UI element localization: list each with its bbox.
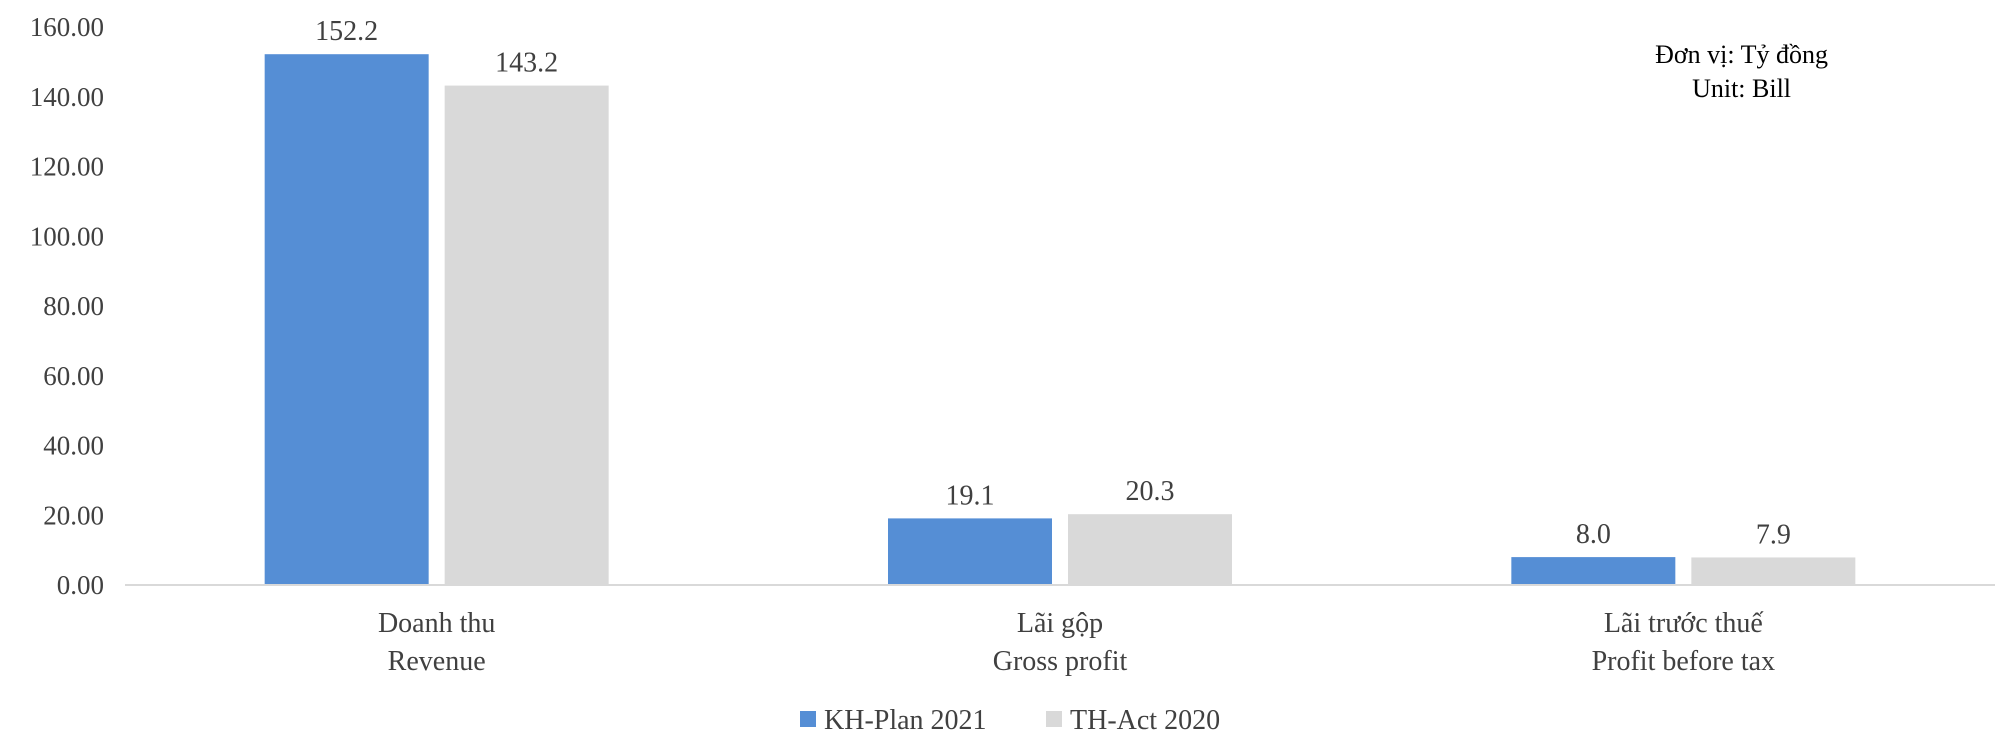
unit-note-line2: Unit: Bill — [1692, 74, 1792, 103]
bars — [264, 54, 1856, 585]
y-axis: 0.00 20.00 40.00 60.00 80.00 100.00 120.00 140.… — [30, 12, 104, 600]
y-tick-label: 160.00 — [30, 12, 104, 42]
data-label: 143.2 — [495, 48, 558, 79]
y-tick-label: 100.00 — [30, 221, 104, 251]
y-tick-label: 60.00 — [43, 361, 104, 391]
data-label: 20.3 — [1126, 476, 1175, 507]
data-label: 19.1 — [946, 480, 995, 511]
y-tick-label: 20.00 — [43, 500, 104, 530]
legend-label: KH-Plan 2021 — [824, 705, 987, 732]
legend-label: TH-Act 2020 — [1070, 705, 1220, 732]
legend-swatch — [800, 711, 816, 727]
data-label: 7.9 — [1756, 519, 1791, 550]
legend-swatch — [1046, 711, 1062, 727]
y-tick-label: 80.00 — [43, 291, 104, 321]
x-category-label: Profit before tax — [1592, 646, 1776, 677]
x-category-label: Gross profit — [993, 646, 1128, 677]
data-labels: 152.2 143.2 19.1 20.3 8.0 7.9 — [315, 16, 1791, 550]
bar-act-2020-0 — [444, 85, 609, 585]
unit-note: Đơn vị: Tỷ đồng Unit: Bill — [1655, 38, 1828, 106]
unit-note-line1: Đơn vị: Tỷ đồng — [1655, 40, 1828, 69]
bar-plan-2021-2 — [1511, 557, 1676, 585]
y-tick-label: 40.00 — [43, 431, 104, 461]
bar-plan-2021-0 — [264, 54, 429, 585]
x-category-label: Lãi trước thuế — [1604, 608, 1765, 639]
legend: KH-Plan 2021 TH-Act 2020 — [800, 705, 1220, 736]
y-tick-label: 120.00 — [30, 152, 104, 182]
x-category-label: Revenue — [388, 646, 486, 677]
data-label: 8.0 — [1576, 519, 1611, 550]
bar-plan-2021-1 — [888, 518, 1052, 585]
y-tick-label: 140.00 — [30, 82, 104, 112]
x-category-label: Lãi gộp — [1017, 608, 1103, 639]
y-tick-label: 0.00 — [57, 570, 104, 600]
bar-act-2020-2 — [1691, 557, 1856, 585]
bar-act-2020-1 — [1068, 514, 1232, 585]
data-label: 152.2 — [315, 16, 378, 47]
x-category-label: Doanh thu — [378, 608, 495, 639]
x-axis: Doanh thu Revenue Lãi gộp Gross profit Lãi t… — [378, 608, 1775, 677]
